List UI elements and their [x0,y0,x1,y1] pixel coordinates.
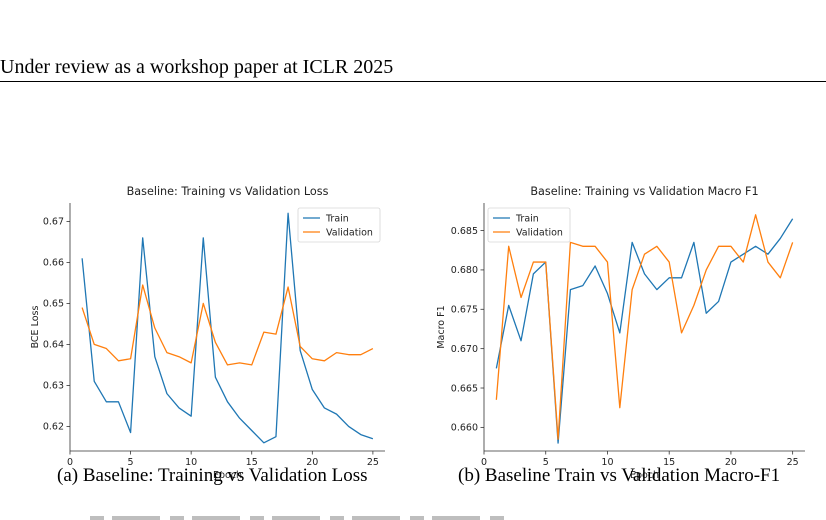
header-rule [0,81,826,82]
legend-label: Validation [516,227,563,238]
legend-label: Validation [326,227,373,238]
x-tick-label: 20 [725,457,737,468]
y-tick-label: 0.63 [43,381,64,392]
y-tick-label: 0.675 [451,305,478,316]
y-tick-label: 0.62 [43,422,64,433]
x-tick-label: 0 [481,457,487,468]
x-tick-label: 25 [367,457,379,468]
cut-off-text-line [90,509,510,520]
y-tick-label: 0.665 [451,383,478,394]
series-line-validation [81,284,374,366]
y-tick-label: 0.680 [451,265,478,276]
series-line-validation [495,214,794,440]
macro-f1-chart: Baseline: Training vs Validation Macro F… [436,185,805,481]
figure-caption-a: (a) Baseline: Training vs Validation Los… [57,465,368,486]
paper-header: Under review as a workshop paper at ICLR… [0,56,394,78]
x-tick-label: 5 [128,457,134,468]
y-tick-label: 0.67 [43,217,64,228]
x-tick-label: 20 [306,457,318,468]
y-tick-label: 0.65 [43,299,64,310]
x-tick-label: 5 [543,457,549,468]
x-tick-label: 0 [67,457,73,468]
legend-box [487,207,571,243]
figure-loss: Baseline: Training vs Validation Loss 0 5 1… [0,178,413,481]
x-axis-label: Epoch [213,470,242,481]
y-tick-label: 0.670 [451,344,478,355]
x-tick-label: 10 [185,457,197,468]
x-tick-label: 15 [246,457,258,468]
series-line-train [495,218,794,444]
chart-title: Baseline: Training vs Validation Macro F… [530,185,758,198]
legend-box [297,207,381,243]
y-tick-label: 0.66 [43,258,64,269]
x-tick-label: 15 [663,457,675,468]
y-tick-label: 0.685 [451,226,478,237]
chart-title: Baseline: Training vs Validation Loss [127,185,329,198]
y-tick-label: 0.660 [451,423,478,434]
x-axis-label: Epoch [630,470,659,481]
x-tick-label: 10 [601,457,613,468]
legend-label: Train [515,213,539,224]
figure-macro-f1: Baseline: Training vs Validation Macro F… [413,178,826,481]
x-tick-label: 25 [787,457,799,468]
y-axis-label: BCE Loss [30,306,41,349]
series-line-train [81,212,374,444]
loss-chart: Baseline: Training vs Validation Loss 0 5 1… [30,185,385,481]
y-axis-label: Macro F1 [436,305,447,348]
y-tick-label: 0.64 [43,340,64,351]
figure-caption-b: (b) Baseline Train vs Validation Macro-F… [458,465,781,486]
legend-label: Train [325,213,349,224]
